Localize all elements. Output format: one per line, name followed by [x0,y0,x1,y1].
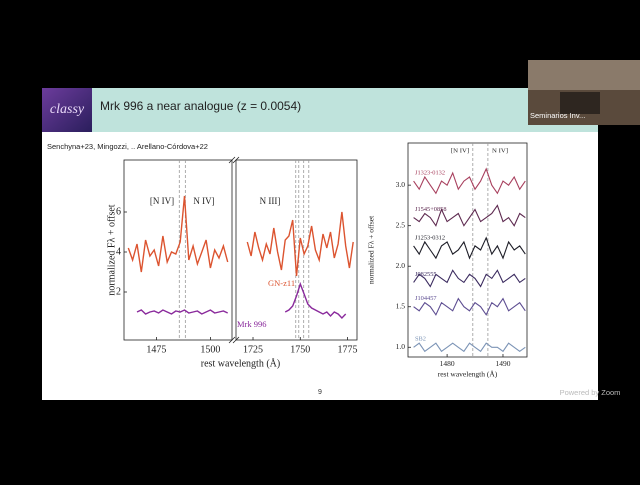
logo-text: classy [50,102,85,117]
series-label: J1323-0132 [415,170,445,177]
x-tick-label: 1750 [290,344,310,355]
annotation: N III] [260,196,281,206]
y-tick-label: 2.0 [396,261,406,270]
x-tick-label: 1725 [243,344,263,355]
spectrum [413,167,526,195]
slide-header [42,88,598,132]
spectrum [413,342,526,353]
y-tick-label: 4 [116,246,121,257]
zoom-watermark: Powered by Zoom [560,388,621,397]
participant-label: Seminarios Inv... [530,111,585,120]
plot-frame [407,142,528,358]
axis-break [228,336,236,344]
slide-title: Mrk 996 a near analogue (z = 0.0054) [100,99,301,113]
annotation: N IV] [193,196,214,206]
axis-break [232,336,240,344]
series-label: SB2 [415,336,426,343]
y-tick-label: 2.5 [396,220,406,229]
y-tick-label: 1.5 [396,301,406,310]
annotation: N IV] [492,148,508,155]
spectrum [413,236,526,260]
y-tick-label: 6 [116,206,121,217]
y-tick-label: 1.0 [396,342,406,351]
spectrum [413,297,526,316]
video-people [560,92,600,114]
series-label: J1253-0312 [415,234,445,241]
y-tick-label: 3.0 [396,180,406,189]
x-axis-label: rest wavelength (Å) [201,357,280,369]
x-tick-label: 1480 [440,359,455,368]
logo [42,88,92,132]
x-tick-label: 1475 [146,344,166,355]
series-label: J082555 [415,271,437,278]
slide [42,88,598,400]
series-label: GN-z11 [268,278,295,288]
axis-break [228,156,236,164]
annotation: [N IV] [451,148,469,155]
series-label: J104457 [415,295,437,302]
x-tick-label: 1775 [338,344,358,355]
series-label: Mrk 996 [237,319,267,329]
y-tick-label: 2 [116,286,121,297]
y-axis-label: normalized Fλ + offset [106,204,117,295]
video-wall [528,60,640,90]
x-axis-label: rest wavelength (Å) [438,370,498,379]
spectrum [127,195,354,277]
x-tick-label: 1490 [495,359,510,368]
y-axis-label: normalized Fλ + offset [367,215,376,284]
axis-break [232,156,240,164]
plot-frame [123,159,233,341]
spectrum [413,204,526,227]
page-number: 9 [318,389,322,396]
citation: Senchyna+23, Mingozzi, .. Arellano-Córdo… [47,142,208,151]
spectrum [136,281,347,320]
spectrum [413,269,526,288]
x-tick-label: 1500 [200,344,220,355]
annotation: [N IV] [150,196,174,206]
plot-frame [235,159,358,341]
series-label: J1545+0858 [415,206,447,213]
